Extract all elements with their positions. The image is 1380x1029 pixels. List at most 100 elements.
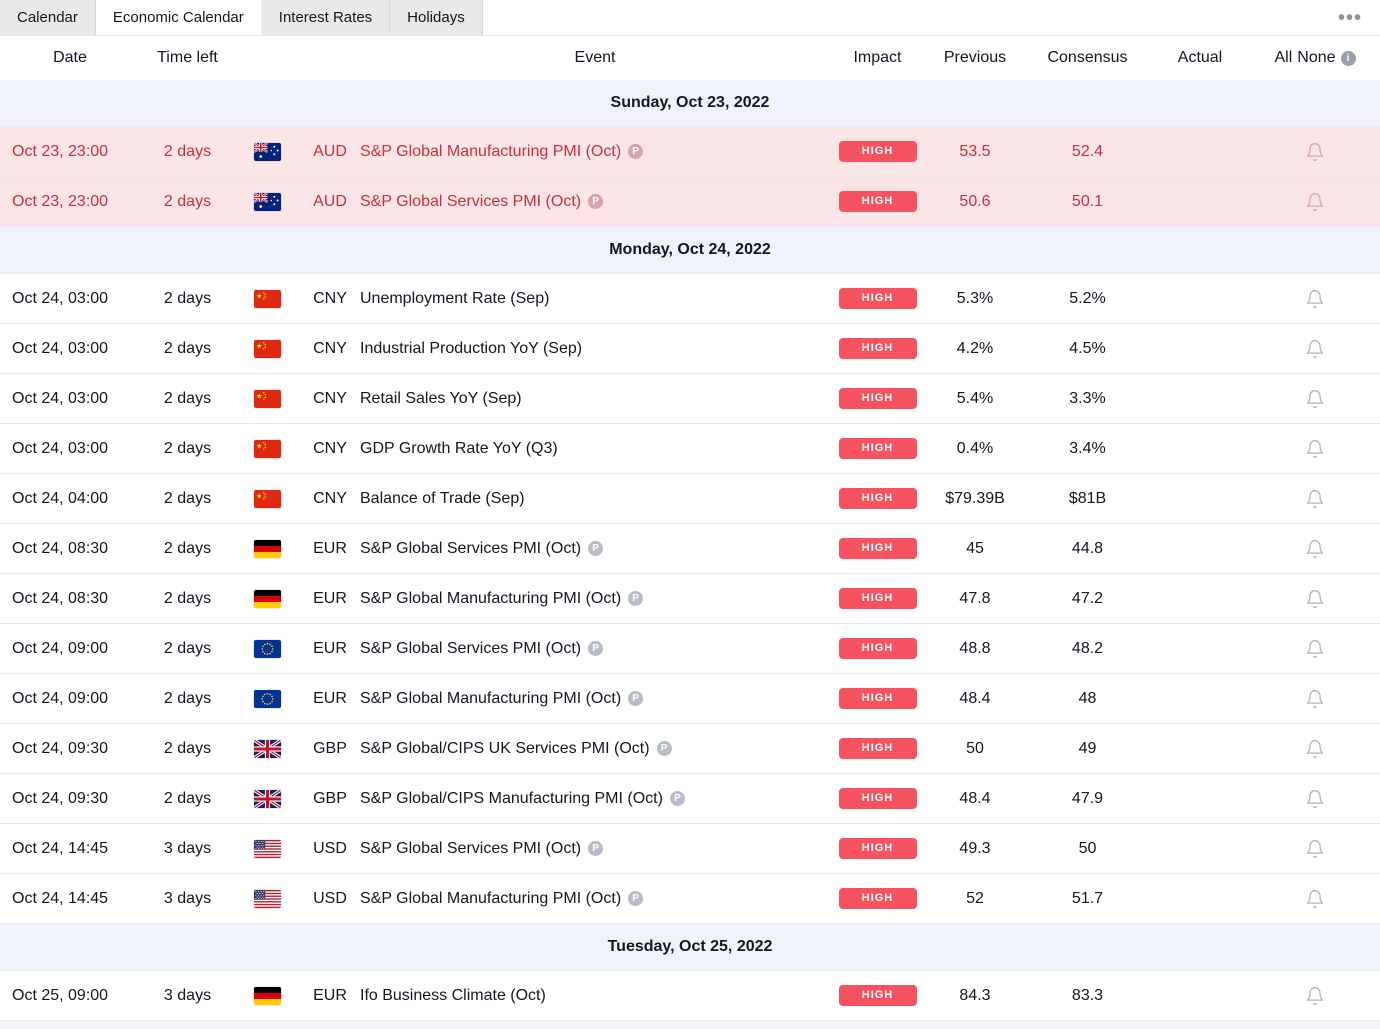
- more-menu-button[interactable]: •••: [1337, 6, 1362, 29]
- consensus-value: 47.9: [1071, 789, 1104, 807]
- impact-badge: HIGH: [838, 838, 917, 859]
- alert-cell: [1250, 339, 1380, 359]
- preliminary-icon: P: [669, 790, 685, 806]
- event-time-left: 3 days: [163, 839, 212, 857]
- event-time-left: 2 days: [163, 489, 212, 507]
- bell-icon[interactable]: [1305, 489, 1325, 509]
- column-header-time-left: Time left: [157, 49, 218, 66]
- event-name[interactable]: Ifo Business Climate (Oct): [360, 986, 546, 1004]
- event-row[interactable]: Oct 24, 14:45 3 days USD S&P Global Manufac…: [0, 874, 1380, 924]
- event-time-left: 3 days: [163, 986, 212, 1004]
- tab-bar: Calendar Economic Calendar Interest Rates H…: [0, 0, 1380, 36]
- event-name[interactable]: Industrial Production YoY (Sep): [360, 339, 583, 357]
- tab-economic-calendar[interactable]: Economic Calendar: [95, 0, 262, 35]
- previous-value: 5.4%: [956, 389, 994, 407]
- event-name[interactable]: Balance of Trade (Sep): [360, 489, 525, 507]
- event-row[interactable]: Oct 24, 09:30 2 days GBP S&P Global/CIPS Ma…: [0, 774, 1380, 824]
- clipped-next-row: [0, 1021, 1380, 1029]
- bell-icon[interactable]: [1305, 986, 1325, 1006]
- event-name[interactable]: S&P Global Services PMI (Oct) P: [360, 540, 830, 558]
- event-name[interactable]: S&P Global Services PMI (Oct) P: [360, 840, 830, 858]
- impact-cell: HIGH: [830, 738, 925, 759]
- event-date: Oct 24, 14:45: [12, 839, 109, 857]
- event-name[interactable]: S&P Global Manufacturing PMI (Oct) P: [360, 590, 830, 608]
- event-row[interactable]: Oct 24, 03:00 2 days CNY Unemployment Rate …: [0, 274, 1380, 324]
- event-row[interactable]: Oct 24, 04:00 2 days CNY Balance of Trade (…: [0, 474, 1380, 524]
- bell-icon[interactable]: [1305, 889, 1325, 909]
- event-row[interactable]: Oct 24, 09:30 2 days GBP S&P Global/CIPS UK…: [0, 724, 1380, 774]
- alert-cell: [1250, 639, 1380, 659]
- currency-code: CNY: [313, 289, 347, 307]
- select-none-button[interactable]: None: [1297, 49, 1336, 66]
- event-time-left: 2 days: [163, 589, 212, 607]
- event-name[interactable]: S&P Global Manufacturing PMI (Oct) P: [360, 890, 830, 908]
- event-row[interactable]: Oct 25, 09:00 3 days EUR Ifo Business Clima…: [0, 971, 1380, 1021]
- impact-badge: HIGH: [838, 985, 917, 1006]
- bell-icon[interactable]: [1305, 142, 1325, 162]
- tab-interest-rates[interactable]: Interest Rates: [261, 0, 391, 35]
- event-row[interactable]: Oct 24, 09:00 2 days EUR S&P Global Service…: [0, 624, 1380, 674]
- event-name[interactable]: GDP Growth Rate YoY (Q3): [360, 439, 558, 457]
- event-name[interactable]: Unemployment Rate (Sep): [360, 289, 550, 307]
- event-name[interactable]: S&P Global/CIPS UK Services PMI (Oct) P: [360, 740, 830, 758]
- consensus-value: 48: [1078, 689, 1097, 707]
- event-row[interactable]: Oct 24, 08:30 2 days EUR S&P Global Service…: [0, 524, 1380, 574]
- flag-china-icon: [235, 289, 300, 308]
- event-row[interactable]: Oct 24, 03:00 2 days CNY Retail Sales YoY (…: [0, 374, 1380, 424]
- bell-icon[interactable]: [1305, 639, 1325, 659]
- currency-code: USD: [313, 839, 347, 857]
- event-name[interactable]: S&P Global Manufacturing PMI (Oct) P: [360, 143, 830, 161]
- event-date: Oct 24, 14:45: [12, 889, 109, 907]
- previous-value: 5.3%: [956, 289, 994, 307]
- bell-icon[interactable]: [1305, 289, 1325, 309]
- event-row[interactable]: Oct 24, 03:00 2 days CNY GDP Growth Rate Yo…: [0, 424, 1380, 474]
- currency-code: AUD: [313, 192, 347, 210]
- event-time-left: 3 days: [163, 889, 212, 907]
- preliminary-icon: P: [628, 143, 644, 159]
- bell-icon[interactable]: [1305, 589, 1325, 609]
- previous-value: 49.3: [959, 839, 991, 857]
- bell-icon[interactable]: [1305, 839, 1325, 859]
- event-time-left: 2 days: [163, 289, 212, 307]
- event-row[interactable]: Oct 23, 23:00 2 days AUD S&P Global Service…: [0, 177, 1380, 227]
- event-row[interactable]: Oct 24, 08:30 2 days EUR S&P Global Manufac…: [0, 574, 1380, 624]
- bell-icon[interactable]: [1305, 192, 1325, 212]
- event-name[interactable]: Retail Sales YoY (Sep): [360, 389, 522, 407]
- impact-badge: HIGH: [838, 438, 917, 459]
- bell-icon[interactable]: [1305, 739, 1325, 759]
- column-header-previous: Previous: [943, 49, 1007, 66]
- select-all-button[interactable]: All: [1274, 49, 1293, 66]
- bell-icon[interactable]: [1305, 689, 1325, 709]
- event-time-left: 2 days: [163, 539, 212, 557]
- impact-badge: HIGH: [838, 638, 917, 659]
- impact-badge: HIGH: [838, 538, 917, 559]
- currency-code: CNY: [313, 439, 347, 457]
- event-name[interactable]: S&P Global Services PMI (Oct) P: [360, 640, 830, 658]
- event-name[interactable]: S&P Global/CIPS Manufacturing PMI (Oct) P: [360, 790, 830, 808]
- impact-cell: HIGH: [830, 538, 925, 559]
- event-date: Oct 25, 09:00: [12, 986, 109, 1004]
- event-row[interactable]: Oct 24, 03:00 2 days CNY Industrial Product…: [0, 324, 1380, 374]
- event-time-left: 2 days: [163, 639, 212, 657]
- impact-badge: HIGH: [838, 688, 917, 709]
- bell-icon[interactable]: [1305, 789, 1325, 809]
- flag-usa-icon: [235, 839, 300, 858]
- bell-icon[interactable]: [1305, 339, 1325, 359]
- bell-icon[interactable]: [1305, 389, 1325, 409]
- event-row[interactable]: Oct 23, 23:00 2 days AUD S&P Global Manufac…: [0, 127, 1380, 177]
- event-row[interactable]: Oct 24, 09:00 2 days EUR S&P Global Manufac…: [0, 674, 1380, 724]
- event-name[interactable]: S&P Global Manufacturing PMI (Oct) P: [360, 690, 830, 708]
- consensus-value: 47.2: [1071, 589, 1104, 607]
- event-row[interactable]: Oct 24, 14:45 3 days USD S&P Global Service…: [0, 824, 1380, 874]
- tab-holidays[interactable]: Holidays: [390, 0, 483, 35]
- bell-icon[interactable]: [1305, 539, 1325, 559]
- currency-code: CNY: [313, 389, 347, 407]
- event-name[interactable]: S&P Global Services PMI (Oct) P: [360, 193, 830, 211]
- preliminary-icon: P: [628, 890, 644, 906]
- bell-icon[interactable]: [1305, 439, 1325, 459]
- consensus-value: 50.1: [1071, 192, 1104, 210]
- impact-badge: HIGH: [838, 488, 917, 509]
- event-time-left: 2 days: [163, 142, 212, 160]
- tab-calendar[interactable]: Calendar: [0, 0, 96, 35]
